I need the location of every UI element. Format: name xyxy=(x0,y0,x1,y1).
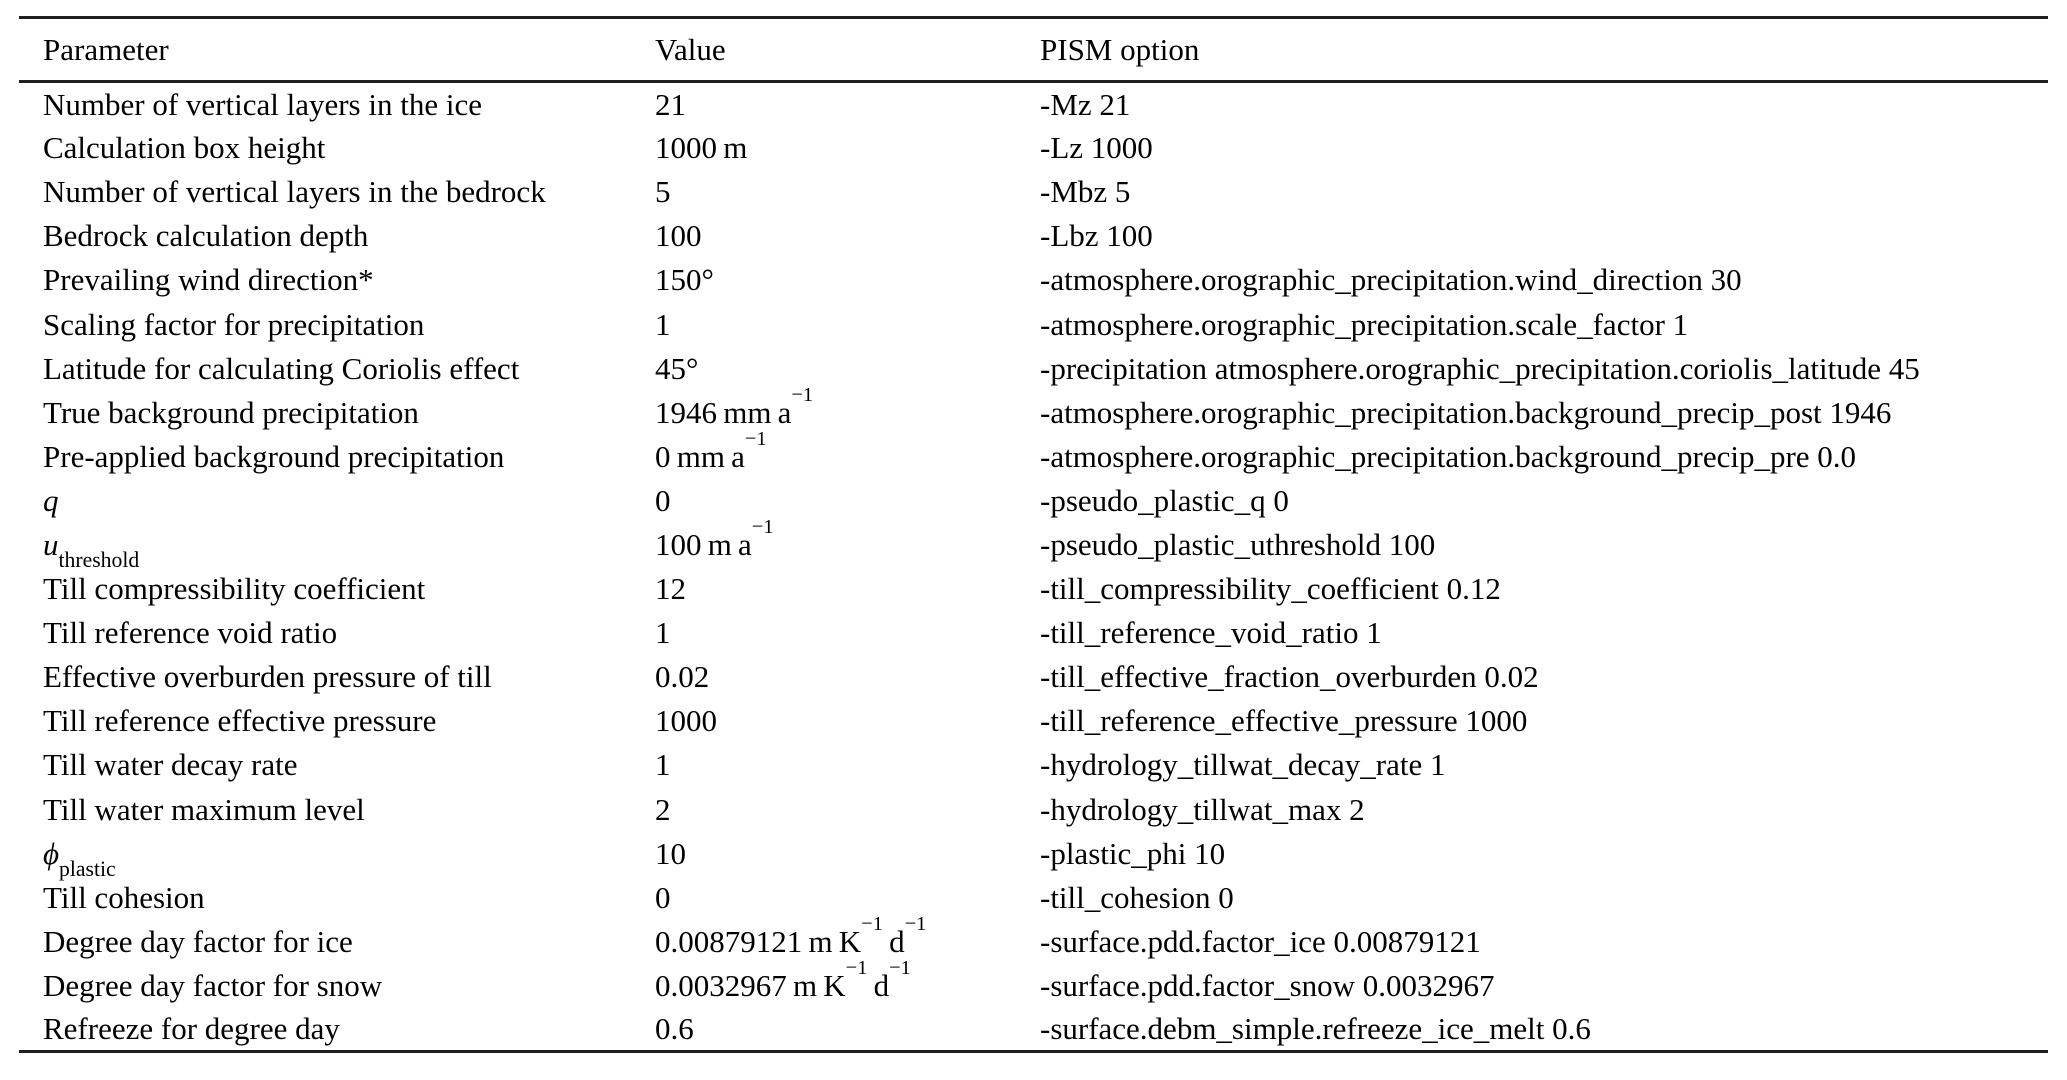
pism-option-cell: -till_effective_fraction_overburden 0.02 xyxy=(1040,659,1539,695)
value-cell: 100 m a−1 xyxy=(655,516,774,562)
table-row: q 0 -pseudo_plastic_q 0 xyxy=(19,478,2048,522)
value-cell: 1946 mm a−1 xyxy=(655,383,814,430)
parameter-cell: Latitude for calculating Coriolis effect xyxy=(43,350,520,386)
parameter-cell: uthreshold xyxy=(43,526,140,572)
table-row: Number of vertical layers in the ice 21 … xyxy=(19,82,2048,126)
pism-option-cell: -surface.debm_simple.refreeze_ice_melt 0… xyxy=(1040,1011,1591,1047)
parameter-table-container: Parameter Value PISM option Number of ve… xyxy=(19,16,2048,1054)
value-cell: 0.6 xyxy=(655,1011,694,1047)
column-header-value: Value xyxy=(655,17,1040,83)
pism-option-cell: -atmosphere.orographic_precipitation.win… xyxy=(1040,262,1742,298)
parameter-cell: Number of vertical layers in the bedrock xyxy=(43,174,546,210)
value-cell: 0 mm a−1 xyxy=(655,427,767,474)
table-row: Bedrock calculation depth 100 -Lbz 100 xyxy=(19,214,2048,258)
pism-option-cell: -atmosphere.orographic_precipitation.bac… xyxy=(1040,394,1892,430)
value-cell: 10 xyxy=(655,835,686,871)
pism-option-cell: -atmosphere.orographic_precipitation.sca… xyxy=(1040,306,1689,342)
parameter-cell: Bedrock calculation depth xyxy=(43,218,369,254)
pism-option-cell: -Lz 1000 xyxy=(1040,130,1153,166)
table-row: Latitude for calculating Coriolis effect… xyxy=(19,346,2048,390)
table-row: Till reference effective pressure 1000 -… xyxy=(19,699,2048,743)
column-header-parameter: Parameter xyxy=(19,17,655,83)
table-row: Effective overburden pressure of till 0.… xyxy=(19,655,2048,699)
value-cell: 1 xyxy=(655,615,671,651)
value-cell: 2 xyxy=(655,791,671,827)
parameter-cell: Till reference void ratio xyxy=(43,615,338,651)
table-row: Calculation box height 1000 m -Lz 1000 xyxy=(19,126,2048,170)
table-row: True background precipitation 1946 mm a−… xyxy=(19,383,2048,434)
table-header-row: Parameter Value PISM option xyxy=(19,17,2048,83)
pism-option-cell: -pseudo_plastic_q 0 xyxy=(1040,482,1289,518)
value-cell: 12 xyxy=(655,571,686,607)
table-row: Till reference void ratio 1 -till_refere… xyxy=(19,611,2048,655)
value-cell: 5 xyxy=(655,174,671,210)
pism-option-cell: -atmosphere.orographic_precipitation.bac… xyxy=(1040,438,1857,474)
parameter-cell: ϕplastic xyxy=(43,835,116,881)
parameter-cell: Till water decay rate xyxy=(43,747,298,783)
table-row: Till cohesion 0 -till_cohesion 0 xyxy=(19,875,2048,919)
value-cell: 1 xyxy=(655,747,671,783)
pism-option-cell: -till_cohesion 0 xyxy=(1040,879,1234,915)
pism-option-cell: -hydrology_tillwat_decay_rate 1 xyxy=(1040,747,1446,783)
pism-option-cell: -surface.pdd.factor_ice 0.00879121 xyxy=(1040,923,1481,959)
pism-option-cell: -till_reference_effective_pressure 1000 xyxy=(1040,703,1528,739)
parameter-table: Parameter Value PISM option Number of ve… xyxy=(19,16,2048,1054)
table-row: Number of vertical layers in the bedrock… xyxy=(19,170,2048,214)
pism-option-cell: -surface.pdd.factor_snow 0.0032967 xyxy=(1040,967,1495,1003)
table-header: Parameter Value PISM option xyxy=(19,17,2048,83)
parameter-cell: Degree day factor for ice xyxy=(43,923,353,959)
pism-option-cell: -Mbz 5 xyxy=(1040,174,1131,210)
parameter-cell: Degree day factor for snow xyxy=(43,967,383,1003)
table-body: Number of vertical layers in the ice 21 … xyxy=(19,82,2048,1052)
parameter-cell: Calculation box height xyxy=(43,130,326,166)
value-cell: 21 xyxy=(655,86,686,122)
table-row: uthreshold 100 m a−1 -pseudo_plastic_uth… xyxy=(19,516,2048,572)
pism-option-cell: -till_compressibility_coefficient 0.12 xyxy=(1040,571,1501,607)
value-cell: 0 xyxy=(655,879,671,915)
table-row: Till compressibility coefficient 12 -til… xyxy=(19,567,2048,611)
parameter-cell: Till reference effective pressure xyxy=(43,703,437,739)
parameter-cell: Scaling factor for precipitation xyxy=(43,306,425,342)
pism-option-cell: -precipitation atmosphere.orographic_pre… xyxy=(1040,350,1920,386)
value-cell: 0.0032967 m K−1 d−1 xyxy=(655,956,911,1003)
pism-option-cell: -plastic_phi 10 xyxy=(1040,835,1226,871)
value-cell: 45° xyxy=(655,350,699,386)
value-cell: 0.02 xyxy=(655,659,710,695)
value-cell: 1000 xyxy=(655,703,717,739)
table-row: Degree day factor for snow 0.0032967 m K… xyxy=(19,956,2048,1007)
pism-option-cell: -Lbz 100 xyxy=(1040,218,1153,254)
parameter-cell: Number of vertical layers in the ice xyxy=(43,86,482,122)
parameter-cell: Refreeze for degree day xyxy=(43,1011,340,1047)
parameter-cell: Pre-applied background precipitation xyxy=(43,438,505,474)
parameter-cell: Till compressibility coefficient xyxy=(43,571,426,607)
pism-option-cell: -till_reference_void_ratio 1 xyxy=(1040,615,1382,651)
parameter-cell: Effective overburden pressure of till xyxy=(43,659,492,695)
value-cell: 0.00879121 m K−1 d−1 xyxy=(655,912,927,959)
table-row: ϕplastic 10 -plastic_phi 10 xyxy=(19,831,2048,881)
pism-option-cell: -hydrology_tillwat_max 2 xyxy=(1040,791,1365,827)
value-cell: 1 xyxy=(655,306,671,342)
table-row: Till water decay rate 1 -hydrology_tillw… xyxy=(19,743,2048,787)
parameter-cell: Till cohesion xyxy=(43,879,205,915)
parameter-cell: Prevailing wind direction* xyxy=(43,262,374,298)
pism-option-cell: -Mz 21 xyxy=(1040,86,1131,122)
table-row: Refreeze for degree day 0.6 -surface.deb… xyxy=(19,1007,2048,1051)
table-row: Scaling factor for precipitation 1 -atmo… xyxy=(19,302,2048,346)
table-row: Pre-applied background precipitation 0 m… xyxy=(19,427,2048,478)
value-cell: 150° xyxy=(655,262,714,298)
value-cell: 0 xyxy=(655,482,671,518)
parameter-cell: Till water maximum level xyxy=(43,791,365,827)
parameter-cell: q xyxy=(43,482,59,518)
table-row: Till water maximum level 2 -hydrology_ti… xyxy=(19,787,2048,831)
value-cell: 1000 m xyxy=(655,130,748,166)
table-row: Degree day factor for ice 0.00879121 m K… xyxy=(19,912,2048,963)
table-row: Prevailing wind direction* 150° -atmosph… xyxy=(19,258,2048,302)
column-header-pism-option: PISM option xyxy=(1040,17,2048,83)
value-cell: 100 xyxy=(655,218,702,254)
parameter-cell: True background precipitation xyxy=(43,394,419,430)
pism-option-cell: -pseudo_plastic_uthreshold 100 xyxy=(1040,526,1436,562)
